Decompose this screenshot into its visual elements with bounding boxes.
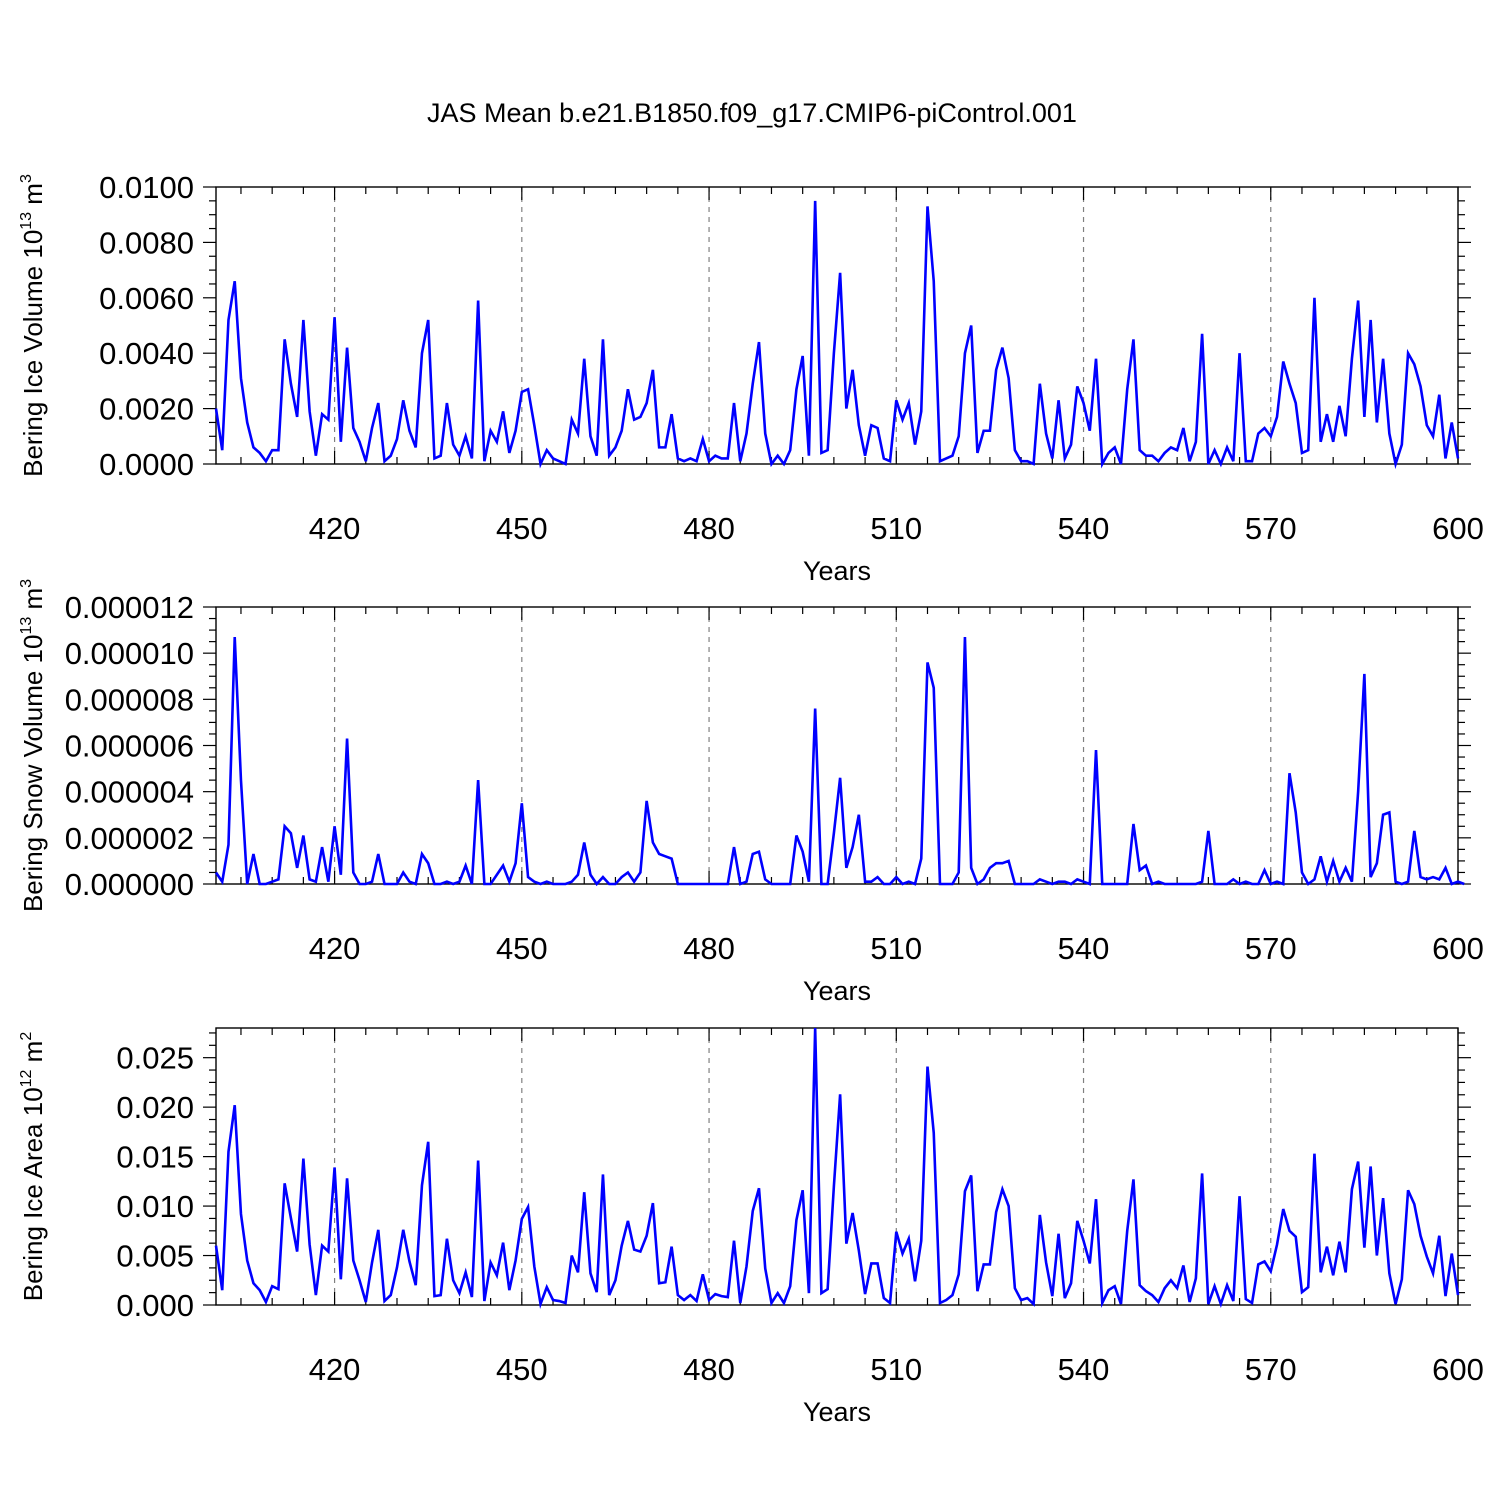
y-tick-label: 0.015 [116,1140,194,1175]
y-axis-label: Bering Snow Volume 1013 m3 [18,579,48,912]
x-tick-label: 540 [1058,1352,1110,1387]
x-tick-label: 570 [1245,511,1297,546]
x-axis-label: Years [803,976,871,1006]
y-axis-label-unit: m [18,183,48,212]
y-axis-label-unit: m [18,1041,48,1070]
x-tick-label: 420 [309,1352,361,1387]
y-tick-label: 0.0000 [99,447,194,482]
x-tick-label: 600 [1432,931,1484,966]
y-tick-label: 0.000010 [65,636,194,671]
panel-3: 420 450 480 510 540 570 600 Years 0.000 0.005 0.01… [18,1027,1484,1427]
y-axis-label-text: Bering Ice Volume 10 [18,230,48,477]
y-tick-label: 0.000006 [65,729,194,764]
x-tick-label: 480 [683,931,735,966]
figure-title: JAS Mean b.e21.B1850.f09_g17.CMIP6-piCon… [427,98,1077,128]
y-axis-label-unit: m [18,588,48,617]
x-tick-label: 510 [870,1352,922,1387]
x-axis-label: Years [803,1397,871,1427]
y-tick-label: 0.020 [116,1090,194,1125]
x-tick-label: 540 [1058,931,1110,966]
x-tick-label: 510 [870,931,922,966]
y-axis-label-exponent: 13 [18,212,35,230]
y-tick-label: 0.000002 [65,821,194,856]
x-tick-label: 570 [1245,931,1297,966]
y-tick-label: 0.000 [116,1288,194,1323]
panel-2: 420 450 480 510 540 570 600 Years 0.000000 0.0000… [18,579,1484,1006]
y-axis-label-unit-exponent: 3 [18,174,35,183]
plot-frame [215,1027,1459,1306]
y-tick-label: 0.0020 [99,392,194,427]
y-axis-label-exponent: 13 [18,617,35,635]
y-axis-label-unit-exponent: 2 [18,1032,35,1041]
x-tick-label: 540 [1058,511,1110,546]
y-tick-label: 0.0060 [99,281,194,316]
y-tick-label: 0.000000 [65,867,194,902]
x-tick-label: 420 [309,931,361,966]
series-line-2 [214,636,1465,887]
x-tick-label: 480 [683,1352,735,1387]
x-tick-label: 450 [496,511,548,546]
x-tick-label: 570 [1245,1352,1297,1387]
x-tick-label: 480 [683,511,735,546]
x-axis-label: Years [803,556,871,586]
plot-frame [215,606,1459,885]
y-axis-label-text: Bering Snow Volume 10 [18,635,48,913]
panel-1: 420 450 480 510 540 570 600 Years 0.0000 0.0020 0.… [18,170,1484,586]
y-tick-label: 0.000004 [65,775,194,810]
y-tick-label: 0.0040 [99,336,194,371]
y-axis-label-exponent: 12 [18,1069,35,1087]
x-tick-label: 600 [1432,511,1484,546]
x-tick-label: 420 [309,511,361,546]
y-tick-label: 0.000008 [65,682,194,717]
y-tick-label: 0.025 [116,1041,194,1076]
x-tick-label: 450 [496,1352,548,1387]
y-axis-label-text: Bering Ice Area 10 [18,1087,48,1301]
x-tick-label: 510 [870,511,922,546]
x-tick-label: 600 [1432,1352,1484,1387]
y-axis-label-unit-exponent: 3 [18,579,35,588]
y-tick-label: 0.010 [116,1189,194,1224]
y-tick-label: 0.0100 [99,170,194,205]
y-tick-label: 0.0080 [99,225,194,260]
y-axis-label: Bering Ice Volume 1013 m3 [18,174,48,477]
series-line-3 [214,1027,1460,1310]
series-line-1 [214,200,1460,470]
y-axis-label: Bering Ice Area 1012 m2 [18,1032,48,1302]
x-tick-label: 450 [496,931,548,966]
y-tick-label: 0.005 [116,1239,194,1274]
y-tick-label: 0.000012 [65,590,194,625]
